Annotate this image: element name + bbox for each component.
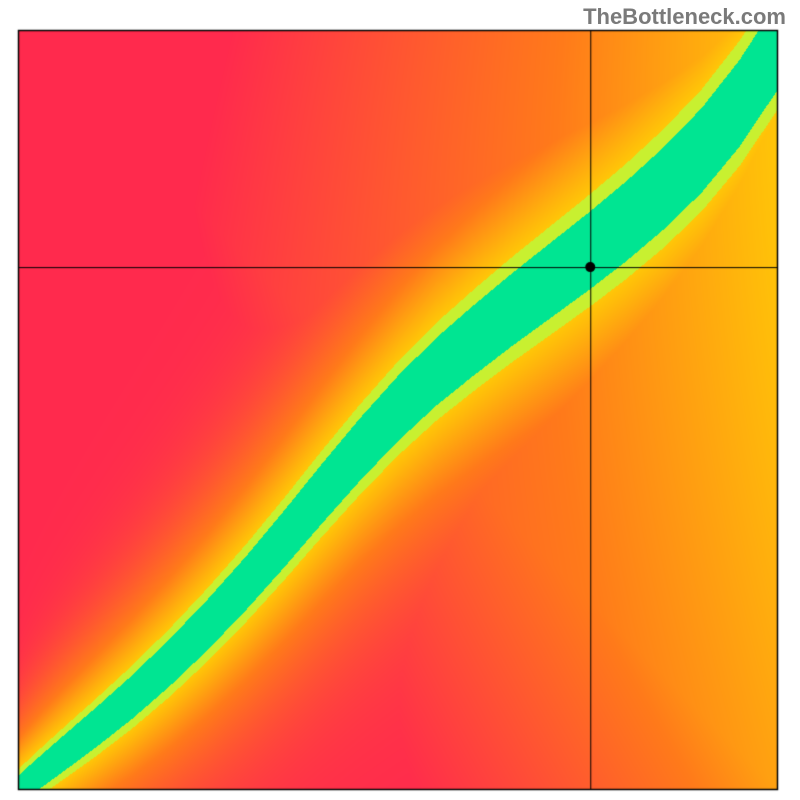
chart-container: TheBottleneck.com [0,0,800,800]
heatmap-canvas [0,0,800,800]
watermark-text: TheBottleneck.com [583,4,786,30]
